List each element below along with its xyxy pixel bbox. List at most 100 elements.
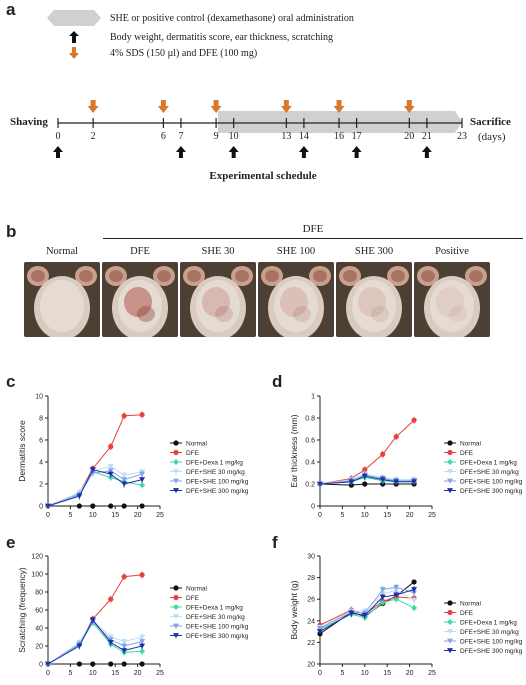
orange-down-arrow-icon	[69, 47, 79, 59]
x-tick-label: 25	[428, 670, 436, 677]
data-point	[447, 440, 453, 446]
black-up-arrow-icon	[69, 31, 79, 43]
dermatitis-score-chart: 0 2 4 6 8 10 0 5 10 15 20 25 Dermatitis score Normal D…	[17, 394, 249, 520]
data-point	[139, 643, 146, 649]
legend-row-administration: SHE or positive control (dexamethasone) …	[46, 9, 354, 27]
x-tick-label: 5	[340, 512, 344, 519]
legend-label: DFE	[460, 610, 474, 617]
data-point	[379, 477, 386, 483]
data-point	[121, 639, 128, 645]
data-point	[411, 604, 418, 611]
x-tick-label: 25	[156, 512, 164, 519]
series-line	[47, 618, 143, 665]
x-tick-label: 25	[428, 512, 436, 519]
timeline-day-number: 6	[160, 131, 166, 142]
legend-text-sds: 4% SDS (150 µl) and DFE (100 mg)	[110, 47, 258, 59]
timeline-arrows	[53, 100, 432, 158]
legend-label: DFE+SHE 100 mg/kg	[460, 479, 523, 486]
y-tick-label: 2	[39, 482, 43, 489]
series-normal	[45, 503, 145, 509]
orange-down-arrow-icon	[87, 100, 99, 113]
legend-label: DFE+Dexa 1 mg/kg	[186, 460, 243, 467]
mouse-back-photo	[102, 262, 178, 337]
photo-label: DFE	[130, 246, 150, 257]
data-point	[139, 634, 146, 640]
black-up-arrow-icon	[53, 146, 63, 158]
panel-a-letter: a	[6, 0, 16, 19]
timeline-day-number: 21	[421, 131, 432, 142]
legend-label: DFE+SHE 300 mg/kg	[186, 633, 249, 640]
chart-legend: Normal DFE DFE+Dexa 1 mg/kg DFE+SHE 30 mg/k…	[170, 585, 249, 640]
y-tick-label: 80	[35, 590, 43, 597]
data-point	[447, 619, 453, 625]
scratching-chart: 0 20 40 60 80 100 120 0 5 10 15 20 25 Scratching (fre…	[17, 554, 249, 678]
photo-label: Normal	[45, 246, 79, 257]
x-tick-label: 0	[46, 512, 50, 519]
data-point	[139, 639, 146, 645]
legend-label: Normal	[460, 441, 482, 448]
series-line	[319, 590, 415, 628]
data-point	[76, 643, 83, 649]
x-tick-label: 25	[156, 670, 164, 677]
series-line	[319, 581, 415, 635]
data-point	[348, 479, 355, 485]
data-point	[45, 503, 51, 509]
y-tick-label: 4	[39, 460, 43, 467]
legend-label: DFE+Dexa 1 mg/kg	[460, 460, 517, 467]
series-she300	[45, 616, 146, 667]
timeline-day-number: 0	[55, 131, 61, 142]
y-tick-label: 0.2	[305, 482, 315, 489]
x-tick-label: 5	[68, 512, 72, 519]
data-point	[139, 412, 145, 418]
series-dfe	[45, 411, 145, 509]
legend-text-administration: SHE or positive control (dexamethasone) …	[110, 12, 354, 24]
orange-down-arrow-icon	[157, 100, 169, 113]
data-point	[317, 629, 323, 635]
x-tick-label: 10	[361, 512, 369, 519]
data-point	[393, 596, 400, 603]
x-tick-label: 5	[68, 670, 72, 677]
data-point	[447, 648, 453, 654]
data-point	[108, 596, 114, 602]
data-point	[107, 640, 114, 646]
series-dexa	[45, 619, 146, 667]
series-line	[47, 465, 143, 507]
chart-legend: Normal DFE DFE+Dexa 1 mg/kg DFE+SHE 30 mg/k…	[444, 440, 523, 495]
data-point	[107, 464, 114, 470]
data-point	[362, 481, 368, 487]
data-point	[379, 599, 386, 606]
data-point	[447, 459, 453, 465]
y-tick-label: 1	[311, 394, 315, 401]
data-point	[173, 478, 179, 484]
legend-label: DFE	[186, 450, 200, 457]
y-tick-label: 6	[39, 438, 43, 445]
legend-label: Normal	[460, 601, 482, 608]
y-tick-label: 20	[307, 662, 315, 669]
data-point	[173, 488, 179, 494]
y-tick-label: 0	[311, 504, 315, 511]
data-point	[411, 479, 418, 485]
data-point	[121, 503, 127, 509]
orange-down-arrow-icon	[403, 100, 415, 113]
data-point	[361, 613, 368, 619]
legend-label: DFE+Dexa 1 mg/kg	[186, 605, 243, 612]
timeline-day-number: 16	[334, 131, 345, 142]
data-point	[89, 617, 96, 623]
data-point	[411, 587, 418, 593]
timeline-day-number: 7	[178, 131, 184, 142]
y-axis-label: Body weight (g)	[289, 580, 299, 639]
data-point	[447, 629, 453, 635]
y-tick-label: 60	[35, 608, 43, 615]
legend-row-sds: 4% SDS (150 µl) and DFE (100 mg)	[46, 46, 257, 60]
data-point	[173, 459, 179, 465]
x-tick-label: 20	[134, 512, 142, 519]
data-point	[121, 481, 128, 487]
data-point	[108, 503, 114, 509]
data-point	[348, 610, 355, 617]
series-she300	[317, 472, 418, 487]
data-point	[447, 469, 453, 475]
panel-d-letter: d	[272, 372, 283, 391]
data-point	[121, 472, 128, 478]
legend-label: DFE+SHE 100 mg/kg	[186, 479, 249, 486]
